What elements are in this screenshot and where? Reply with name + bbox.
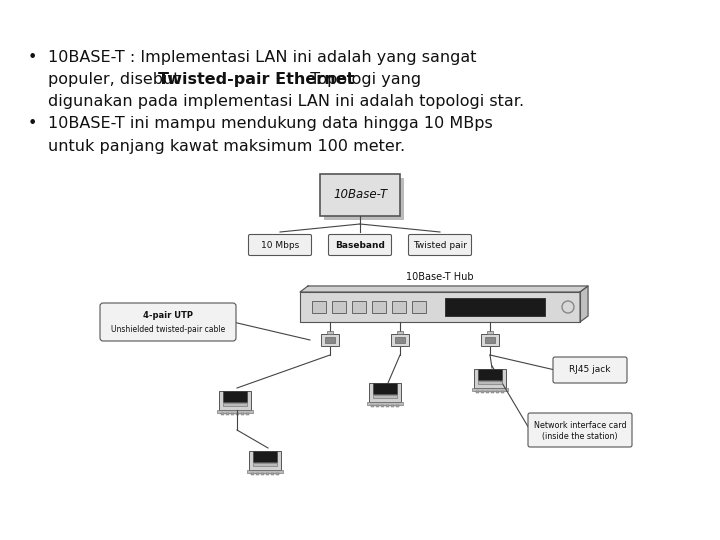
FancyBboxPatch shape <box>412 301 426 313</box>
FancyBboxPatch shape <box>553 357 627 383</box>
FancyBboxPatch shape <box>395 337 405 343</box>
FancyBboxPatch shape <box>397 330 402 334</box>
FancyBboxPatch shape <box>223 392 247 402</box>
FancyBboxPatch shape <box>236 413 239 415</box>
Text: Network interface card: Network interface card <box>534 421 626 429</box>
Polygon shape <box>300 286 588 292</box>
Text: 10Base-T: 10Base-T <box>333 188 387 201</box>
FancyBboxPatch shape <box>392 301 406 313</box>
FancyBboxPatch shape <box>320 334 339 346</box>
Text: •: • <box>28 50 37 65</box>
FancyBboxPatch shape <box>253 451 277 462</box>
Text: 10Base-T Hub: 10Base-T Hub <box>406 272 474 282</box>
FancyBboxPatch shape <box>528 413 632 447</box>
Text: 10BASE-T ini mampu mendukung data hingga 10 MBps: 10BASE-T ini mampu mendukung data hingga… <box>48 116 492 131</box>
FancyBboxPatch shape <box>248 234 312 255</box>
FancyBboxPatch shape <box>496 390 500 393</box>
FancyBboxPatch shape <box>478 381 502 384</box>
FancyBboxPatch shape <box>386 404 390 407</box>
FancyBboxPatch shape <box>325 337 335 343</box>
FancyBboxPatch shape <box>391 334 410 346</box>
Text: 10 Mbps: 10 Mbps <box>261 240 299 249</box>
FancyBboxPatch shape <box>486 390 489 393</box>
FancyBboxPatch shape <box>328 234 392 255</box>
FancyBboxPatch shape <box>373 395 397 399</box>
FancyBboxPatch shape <box>501 390 505 393</box>
Text: 10BASE-T : Implementasi LAN ini adalah yang sangat: 10BASE-T : Implementasi LAN ini adalah y… <box>48 50 477 65</box>
Text: populer, disebut: populer, disebut <box>48 72 184 87</box>
FancyBboxPatch shape <box>220 413 224 415</box>
Text: digunakan pada implementasi LAN ini adalah topologi star.: digunakan pada implementasi LAN ini adal… <box>48 94 524 109</box>
FancyBboxPatch shape <box>100 303 236 341</box>
FancyBboxPatch shape <box>367 402 403 404</box>
FancyBboxPatch shape <box>487 330 492 334</box>
FancyBboxPatch shape <box>352 301 366 313</box>
FancyBboxPatch shape <box>373 383 397 394</box>
FancyBboxPatch shape <box>481 334 500 346</box>
FancyBboxPatch shape <box>371 404 374 407</box>
FancyBboxPatch shape <box>217 410 253 413</box>
FancyBboxPatch shape <box>300 292 580 322</box>
FancyBboxPatch shape <box>445 298 545 316</box>
FancyBboxPatch shape <box>271 472 274 475</box>
FancyBboxPatch shape <box>369 383 401 402</box>
Text: Twisted pair: Twisted pair <box>413 240 467 249</box>
FancyBboxPatch shape <box>391 404 395 407</box>
Text: untuk panjang kawat maksimum 100 meter.: untuk panjang kawat maksimum 100 meter. <box>48 139 405 154</box>
FancyBboxPatch shape <box>312 301 326 313</box>
FancyBboxPatch shape <box>396 404 400 407</box>
FancyBboxPatch shape <box>481 390 484 393</box>
FancyBboxPatch shape <box>408 234 472 255</box>
Polygon shape <box>580 286 588 322</box>
FancyBboxPatch shape <box>328 330 333 334</box>
Text: •: • <box>28 116 37 131</box>
FancyBboxPatch shape <box>219 392 251 410</box>
FancyBboxPatch shape <box>230 413 234 415</box>
FancyBboxPatch shape <box>485 337 495 343</box>
FancyBboxPatch shape <box>225 413 229 415</box>
Text: . Topologi yang: . Topologi yang <box>300 72 421 87</box>
FancyBboxPatch shape <box>376 404 379 407</box>
FancyBboxPatch shape <box>478 369 502 380</box>
Text: Baseband: Baseband <box>335 240 385 249</box>
FancyBboxPatch shape <box>475 390 479 393</box>
Text: (inside the station): (inside the station) <box>542 433 618 442</box>
FancyBboxPatch shape <box>253 463 277 466</box>
FancyBboxPatch shape <box>249 451 281 470</box>
FancyBboxPatch shape <box>261 472 264 475</box>
FancyBboxPatch shape <box>372 301 386 313</box>
FancyBboxPatch shape <box>276 472 279 475</box>
Text: RJ45 jack: RJ45 jack <box>570 366 611 375</box>
FancyBboxPatch shape <box>324 178 404 220</box>
FancyBboxPatch shape <box>266 472 269 475</box>
FancyBboxPatch shape <box>320 174 400 216</box>
FancyBboxPatch shape <box>474 369 506 388</box>
FancyBboxPatch shape <box>241 413 244 415</box>
FancyBboxPatch shape <box>247 470 283 472</box>
FancyBboxPatch shape <box>251 472 254 475</box>
FancyBboxPatch shape <box>491 390 494 393</box>
FancyBboxPatch shape <box>332 301 346 313</box>
FancyBboxPatch shape <box>381 404 384 407</box>
Text: Unshielded twisted-pair cable: Unshielded twisted-pair cable <box>111 326 225 334</box>
FancyBboxPatch shape <box>223 403 247 406</box>
FancyBboxPatch shape <box>472 388 508 390</box>
FancyBboxPatch shape <box>256 472 259 475</box>
FancyBboxPatch shape <box>246 413 249 415</box>
Text: Twisted-pair Ethernet: Twisted-pair Ethernet <box>158 72 354 87</box>
Text: 4-pair UTP: 4-pair UTP <box>143 312 193 321</box>
